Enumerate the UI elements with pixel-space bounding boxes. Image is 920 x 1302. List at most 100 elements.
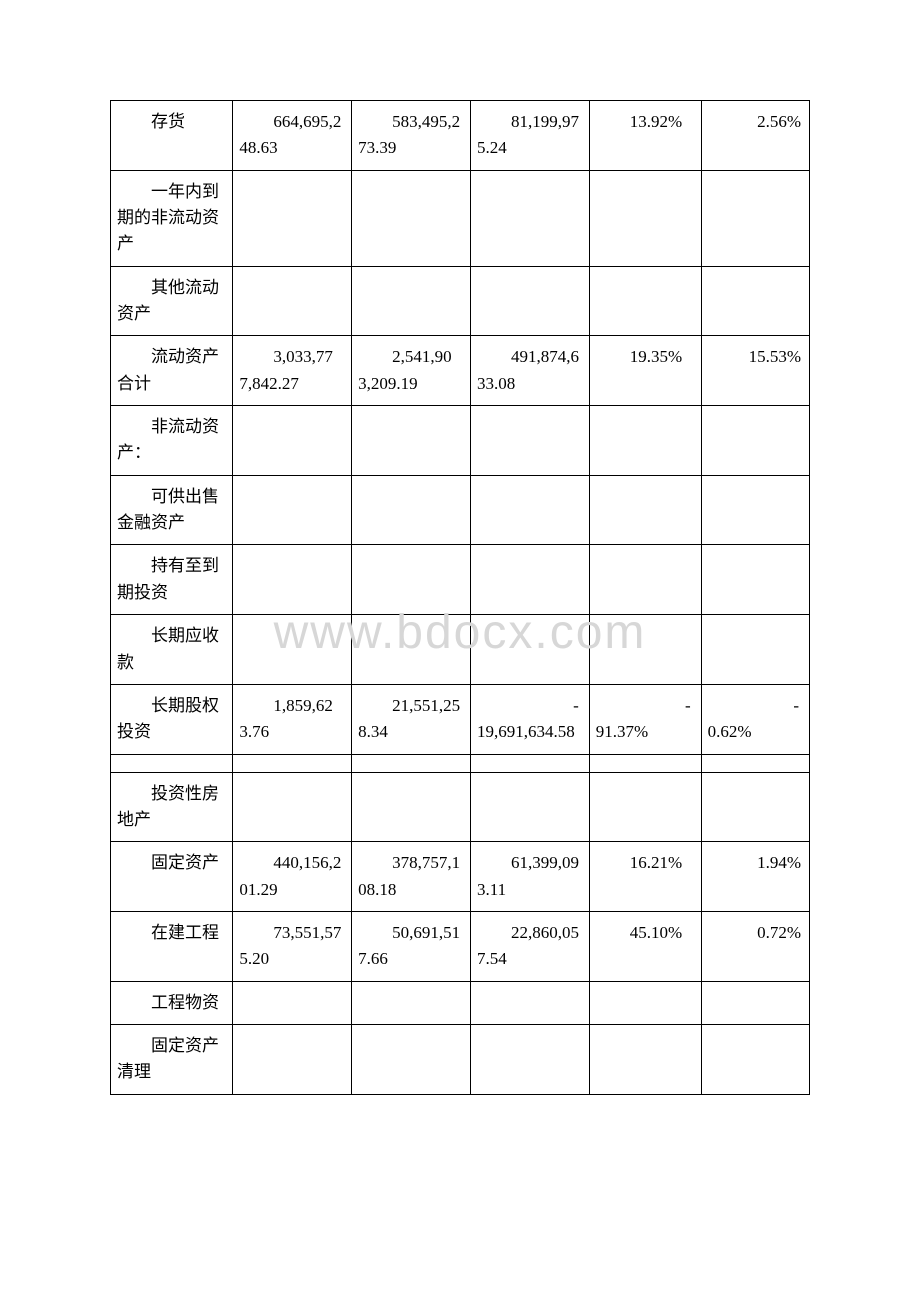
row-label: 流动资产合计 (111, 336, 233, 406)
cell-value (470, 170, 589, 266)
cell-value: -0.62% (701, 684, 809, 754)
cell-value: 45.10% (589, 911, 701, 981)
cell-value: 2.56% (701, 101, 809, 171)
row-label: 持有至到期投资 (111, 545, 233, 615)
table-row: 一年内到期的非流动资产 (111, 170, 810, 266)
cell-value (701, 1024, 809, 1094)
table-row (111, 754, 810, 772)
row-label: 固定资产清理 (111, 1024, 233, 1094)
cell-value: 583,495,273.39 (352, 101, 471, 171)
cell-value (470, 545, 589, 615)
cell-value (233, 1024, 352, 1094)
cell-value: 440,156,201.29 (233, 842, 352, 912)
cell-value (701, 981, 809, 1024)
row-label: 存货 (111, 101, 233, 171)
cell-value (352, 1024, 471, 1094)
spacer-cell (111, 754, 233, 772)
table-row: 长期应收款 (111, 615, 810, 685)
table-row: 流动资产合计3,033,777,842.272,541,903,209.1949… (111, 336, 810, 406)
cell-value: 73,551,575.20 (233, 911, 352, 981)
table-row: 非流动资产： (111, 406, 810, 476)
cell-value: 21,551,258.34 (352, 684, 471, 754)
table-row: 存货664,695,248.63583,495,273.3981,199,975… (111, 101, 810, 171)
table-row: 可供出售金融资产 (111, 475, 810, 545)
cell-value (470, 266, 589, 336)
cell-value: 81,199,975.24 (470, 101, 589, 171)
cell-value (589, 170, 701, 266)
cell-value (470, 772, 589, 842)
cell-value: 491,874,633.08 (470, 336, 589, 406)
document-page: 存货664,695,248.63583,495,273.3981,199,975… (0, 0, 920, 1195)
spacer-cell (701, 754, 809, 772)
cell-value (352, 266, 471, 336)
cell-value (352, 615, 471, 685)
row-label: 长期股权投资 (111, 684, 233, 754)
cell-value: 13.92% (589, 101, 701, 171)
cell-value (233, 545, 352, 615)
cell-value (589, 615, 701, 685)
cell-value (233, 772, 352, 842)
table-row: 持有至到期投资 (111, 545, 810, 615)
cell-value: 378,757,108.18 (352, 842, 471, 912)
cell-value (352, 170, 471, 266)
table-row: 其他流动资产 (111, 266, 810, 336)
cell-value (589, 266, 701, 336)
row-label: 固定资产 (111, 842, 233, 912)
cell-value: 15.53% (701, 336, 809, 406)
cell-value (352, 406, 471, 476)
cell-value: 664,695,248.63 (233, 101, 352, 171)
cell-value: 3,033,777,842.27 (233, 336, 352, 406)
spacer-cell (233, 754, 352, 772)
table-row: 工程物资 (111, 981, 810, 1024)
cell-value: -91.37% (589, 684, 701, 754)
table-row: 固定资产清理 (111, 1024, 810, 1094)
cell-value (233, 406, 352, 476)
table-row: 在建工程73,551,575.2050,691,517.6622,860,057… (111, 911, 810, 981)
cell-value (589, 981, 701, 1024)
table-row: 投资性房地产 (111, 772, 810, 842)
cell-value (701, 170, 809, 266)
cell-value: 19.35% (589, 336, 701, 406)
cell-value (233, 615, 352, 685)
spacer-cell (352, 754, 471, 772)
cell-value (233, 170, 352, 266)
cell-value (352, 475, 471, 545)
cell-value: 2,541,903,209.19 (352, 336, 471, 406)
cell-value: 1.94% (701, 842, 809, 912)
cell-value (589, 772, 701, 842)
row-label: 工程物资 (111, 981, 233, 1024)
cell-value (589, 406, 701, 476)
cell-value (470, 406, 589, 476)
cell-value (701, 615, 809, 685)
cell-value (233, 981, 352, 1024)
cell-value (589, 545, 701, 615)
cell-value (701, 475, 809, 545)
cell-value (352, 981, 471, 1024)
row-label: 可供出售金融资产 (111, 475, 233, 545)
cell-value: 16.21% (589, 842, 701, 912)
table-row: 长期股权投资1,859,623.7621,551,258.34-19,691,6… (111, 684, 810, 754)
cell-value (701, 772, 809, 842)
cell-value (701, 406, 809, 476)
cell-value (352, 545, 471, 615)
row-label: 在建工程 (111, 911, 233, 981)
cell-value: 61,399,093.11 (470, 842, 589, 912)
cell-value (589, 1024, 701, 1094)
row-label: 一年内到期的非流动资产 (111, 170, 233, 266)
cell-value (233, 266, 352, 336)
cell-value (470, 615, 589, 685)
cell-value: 0.72% (701, 911, 809, 981)
cell-value (470, 475, 589, 545)
cell-value (352, 772, 471, 842)
table-body: 存货664,695,248.63583,495,273.3981,199,975… (111, 101, 810, 1095)
cell-value (589, 475, 701, 545)
row-label: 投资性房地产 (111, 772, 233, 842)
cell-value: 1,859,623.76 (233, 684, 352, 754)
cell-value (233, 475, 352, 545)
cell-value: -19,691,634.58 (470, 684, 589, 754)
cell-value (470, 1024, 589, 1094)
financial-table: 存货664,695,248.63583,495,273.3981,199,975… (110, 100, 810, 1095)
cell-value: 22,860,057.54 (470, 911, 589, 981)
spacer-cell (470, 754, 589, 772)
table-row: 固定资产440,156,201.29378,757,108.1861,399,0… (111, 842, 810, 912)
